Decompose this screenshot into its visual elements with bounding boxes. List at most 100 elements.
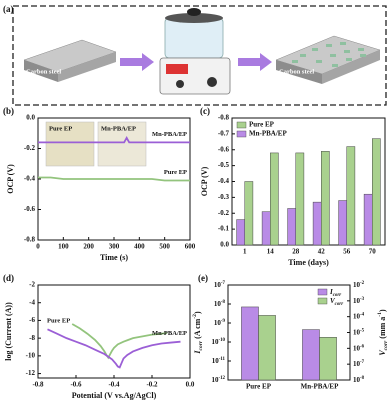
- x-axis-label: Potential (V vs.Ag/AgCl): [72, 391, 157, 400]
- y-tick-label: 0.0: [220, 241, 229, 249]
- bar: [295, 152, 305, 246]
- y-tick-label: -0.1: [218, 225, 230, 233]
- text-part: -7: [221, 281, 226, 286]
- x-tick-label: 14: [267, 248, 275, 256]
- block-side: [58, 52, 116, 82]
- line: [38, 176, 190, 182]
- x-tick-label: Mn-PBA/EP: [301, 383, 339, 391]
- legend-label: Vcorr: [330, 297, 343, 307]
- block-front: [24, 60, 58, 82]
- text-part: -7: [360, 360, 365, 365]
- dial: [176, 80, 184, 88]
- x-tick-label: 1: [243, 248, 247, 256]
- x-axis-label: Time (s): [100, 253, 128, 262]
- text-part: (mm a: [378, 317, 387, 341]
- line: [47, 328, 181, 369]
- y-tick-label: -12: [26, 369, 36, 377]
- y-tick-label: -0.7: [218, 129, 230, 137]
- x-tick-label: 0.0: [186, 381, 195, 389]
- series-label: Pure EP: [164, 169, 187, 176]
- text-part: -4: [360, 312, 365, 317]
- y-tick-label: -0.2: [24, 144, 36, 152]
- line: [71, 323, 168, 360]
- series-label: Pure EP: [47, 317, 70, 324]
- y-tick-label: -0.8: [218, 114, 230, 122]
- text-part: 10: [211, 338, 219, 346]
- arrow: [238, 53, 272, 71]
- x-tick-label: -0.2: [146, 381, 158, 389]
- y-tick-label: 0.0: [26, 114, 35, 122]
- text-part: 10: [353, 281, 361, 289]
- text-part: ): [193, 311, 202, 314]
- y-tick-label: -0.6: [24, 205, 36, 213]
- plot-frame: [231, 117, 386, 246]
- inset-photo: [45, 121, 95, 167]
- x-tick-label: 28: [292, 248, 300, 256]
- inset-label: Mn-PBA/EP: [101, 125, 136, 132]
- text-part: (A cm: [193, 318, 202, 341]
- text-part: 10: [214, 281, 222, 289]
- block-side: [322, 50, 380, 84]
- text-part: corr: [198, 340, 204, 350]
- text-part: 10: [214, 319, 222, 327]
- y-tick-label: 10-8: [214, 300, 226, 308]
- text-part: corr: [333, 293, 342, 298]
- y-tick-label: -0.3: [218, 193, 230, 201]
- y-tick-label: -10: [26, 351, 36, 359]
- x-tick-label: 400: [134, 243, 145, 251]
- legend-label: Mn-PBA/EP: [249, 130, 287, 138]
- x-tick-label: 100: [58, 243, 69, 251]
- line: [38, 135, 190, 144]
- y-tick-label: -8: [29, 334, 35, 342]
- y-axis-label: OCP (V): [6, 164, 15, 194]
- x-tick-label: Pure EP: [246, 383, 272, 391]
- knob: [187, 8, 201, 16]
- text-part: 10: [353, 376, 361, 384]
- y-tick-label: -0.4: [218, 177, 230, 185]
- panel-a: (a) Carbon steel Car: [3, 4, 387, 106]
- text-part: -3: [360, 296, 365, 301]
- bar: [241, 306, 259, 381]
- y-tick-label: -0.2: [218, 209, 230, 217]
- y-axis-label: Icorr (A cm-2): [192, 311, 204, 355]
- text-part: -9: [221, 319, 226, 324]
- bar: [312, 201, 322, 246]
- y-tick-label: 10-7: [214, 281, 226, 289]
- x-tick-label: 70: [369, 248, 377, 256]
- bar: [287, 208, 296, 246]
- stirrer: [159, 8, 231, 95]
- x-tick-label: -0.4: [108, 381, 120, 389]
- stirrer-base: [159, 57, 231, 95]
- lid: [165, 13, 223, 23]
- legend-swatch: [317, 297, 328, 305]
- legend-label: Icorr: [329, 288, 341, 298]
- panel-label: (a): [3, 4, 14, 14]
- coated-block: [275, 35, 381, 84]
- text-part: 10: [353, 344, 361, 352]
- bar: [363, 193, 373, 246]
- steel-block: [23, 39, 117, 82]
- text-part: -8: [360, 376, 365, 381]
- series-label: Mn-PBA/EP: [152, 131, 187, 138]
- bar: [261, 211, 271, 246]
- bar: [321, 151, 330, 246]
- y-tick-label: 10-10: [211, 338, 225, 346]
- y-tick-label: -0.5: [218, 161, 230, 169]
- y2-tick-label: 10-4: [353, 312, 365, 320]
- inset-label: Pure EP: [49, 125, 72, 132]
- x-tick-label: 200: [83, 243, 94, 251]
- block-label: Carbon steel: [26, 68, 61, 75]
- beaker: [164, 17, 224, 59]
- legend-swatch: [236, 121, 247, 129]
- y-tick-label: 10-12: [211, 376, 225, 384]
- legend-swatch: [236, 130, 247, 138]
- y2-tick-label: 10-5: [353, 328, 365, 336]
- y-tick-label: -2: [29, 281, 35, 289]
- y2-tick-label: 10-2: [353, 281, 365, 289]
- x-axis-label: Time (days): [288, 258, 329, 267]
- y-tick-label: -0.6: [218, 145, 230, 153]
- coating-marks: [292, 42, 366, 67]
- x-tick-label: 300: [109, 243, 120, 251]
